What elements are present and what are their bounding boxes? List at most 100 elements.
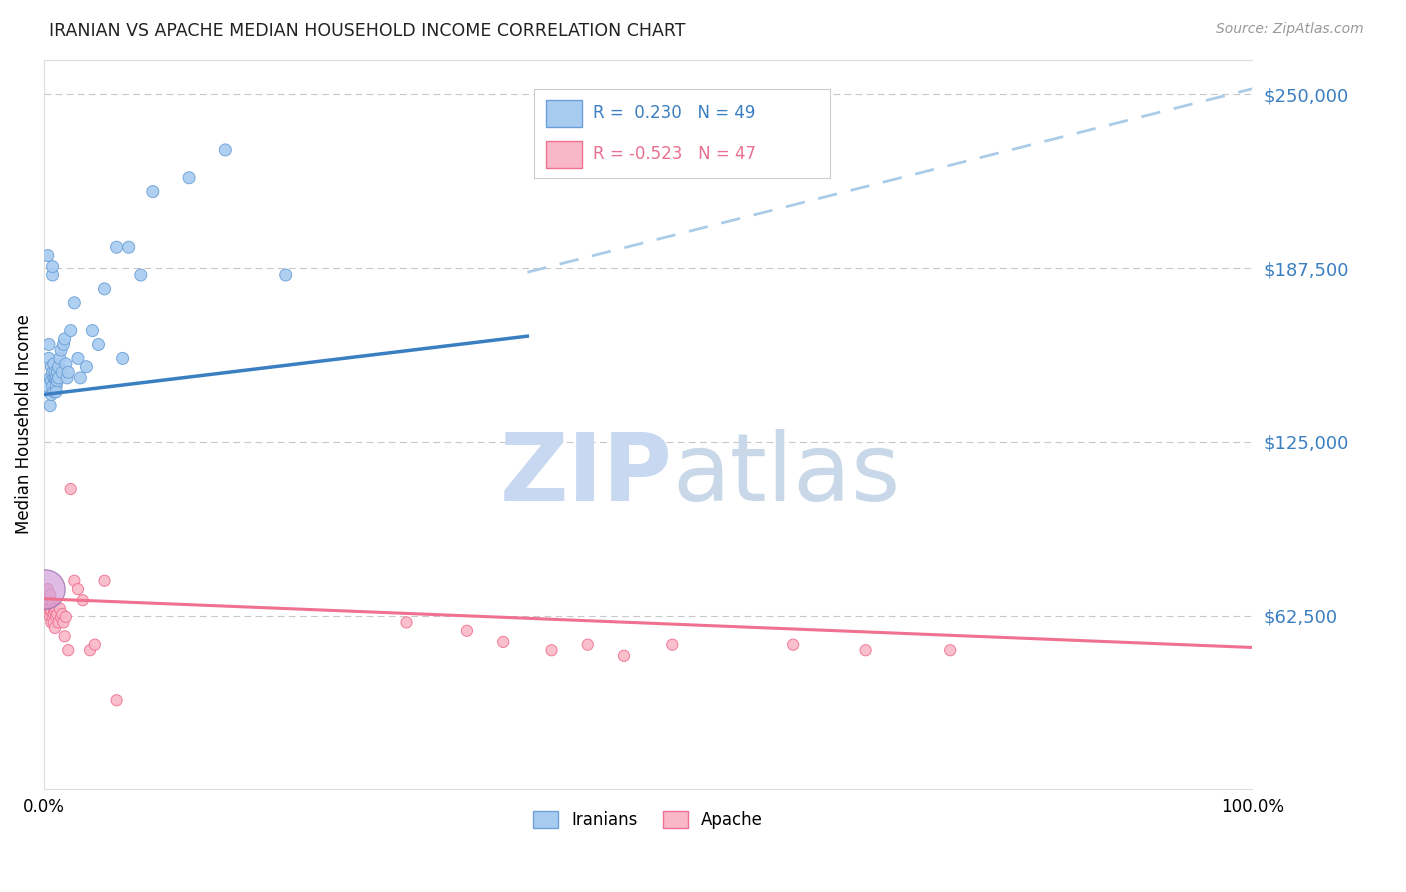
- Point: [41, 365, 63, 379]
- Point: [63, 295, 86, 310]
- Point: [46, 365, 69, 379]
- Point: [42, 357, 65, 371]
- Point: [41, 268, 63, 282]
- Point: [42, 607, 65, 621]
- Point: [45, 601, 67, 615]
- Point: [53, 332, 76, 346]
- Point: [37, 582, 59, 596]
- Point: [939, 643, 962, 657]
- Point: [39, 588, 62, 602]
- Point: [46, 374, 69, 388]
- Point: [52, 337, 75, 351]
- Point: [82, 324, 104, 338]
- Point: [44, 621, 66, 635]
- Point: [52, 615, 75, 630]
- Point: [35, 379, 58, 393]
- Point: [105, 693, 128, 707]
- Point: [44, 604, 66, 618]
- Point: [37, 601, 59, 615]
- Point: [492, 635, 515, 649]
- Point: [49, 610, 72, 624]
- Point: [59, 324, 82, 338]
- Point: [576, 638, 599, 652]
- Point: [456, 624, 478, 638]
- Point: [55, 357, 77, 371]
- Point: [177, 170, 200, 185]
- Point: [41, 387, 63, 401]
- Point: [37, 248, 59, 262]
- Point: [51, 365, 73, 379]
- Point: [42, 384, 65, 399]
- Point: [34, 582, 56, 596]
- Point: [83, 638, 105, 652]
- Point: [49, 351, 72, 366]
- Point: [66, 351, 89, 366]
- Text: Source: ZipAtlas.com: Source: ZipAtlas.com: [1216, 22, 1364, 37]
- Point: [48, 615, 70, 630]
- Point: [87, 337, 110, 351]
- Y-axis label: Median Household Income: Median Household Income: [15, 315, 32, 534]
- Point: [49, 343, 72, 357]
- Point: [48, 371, 70, 385]
- Point: [214, 143, 236, 157]
- Point: [782, 638, 804, 652]
- Point: [58, 365, 80, 379]
- Point: [72, 593, 94, 607]
- Point: [45, 371, 67, 385]
- Point: [69, 371, 91, 385]
- Point: [46, 607, 69, 621]
- Point: [41, 610, 63, 624]
- Point: [855, 643, 877, 657]
- Point: [45, 384, 67, 399]
- Point: [142, 185, 165, 199]
- Point: [44, 365, 66, 379]
- Point: [111, 351, 134, 366]
- Point: [38, 351, 60, 366]
- Point: [613, 648, 636, 663]
- Point: [39, 371, 62, 385]
- Point: [75, 359, 97, 374]
- Point: [129, 268, 152, 282]
- Point: [55, 610, 77, 624]
- Text: ZIP: ZIP: [499, 429, 672, 522]
- Text: atlas: atlas: [672, 429, 901, 522]
- Point: [39, 610, 62, 624]
- Point: [93, 282, 115, 296]
- Point: [42, 601, 65, 615]
- Text: IRANIAN VS APACHE MEDIAN HOUSEHOLD INCOME CORRELATION CHART: IRANIAN VS APACHE MEDIAN HOUSEHOLD INCOM…: [49, 22, 686, 40]
- Point: [39, 399, 62, 413]
- Point: [66, 582, 89, 596]
- Point: [41, 596, 63, 610]
- Point: [44, 371, 66, 385]
- Point: [63, 574, 86, 588]
- Point: [661, 638, 683, 652]
- Point: [41, 615, 63, 630]
- Point: [118, 240, 141, 254]
- Point: [41, 374, 63, 388]
- Point: [51, 607, 73, 621]
- Point: [105, 240, 128, 254]
- Point: [49, 601, 72, 615]
- Point: [38, 337, 60, 351]
- FancyBboxPatch shape: [546, 141, 582, 168]
- Point: [93, 574, 115, 588]
- Point: [41, 359, 63, 374]
- Point: [45, 379, 67, 393]
- Point: [48, 359, 70, 374]
- Point: [56, 371, 79, 385]
- Point: [58, 643, 80, 657]
- Point: [540, 643, 562, 657]
- Point: [274, 268, 297, 282]
- Point: [41, 260, 63, 274]
- Point: [35, 593, 58, 607]
- FancyBboxPatch shape: [546, 100, 582, 127]
- Point: [39, 601, 62, 615]
- Point: [395, 615, 418, 630]
- Point: [41, 379, 63, 393]
- Point: [53, 629, 76, 643]
- Text: R =  0.230   N = 49: R = 0.230 N = 49: [593, 104, 755, 122]
- Point: [79, 643, 101, 657]
- Point: [42, 371, 65, 385]
- Legend: Iranians, Apache: Iranians, Apache: [526, 804, 770, 836]
- Point: [38, 601, 60, 615]
